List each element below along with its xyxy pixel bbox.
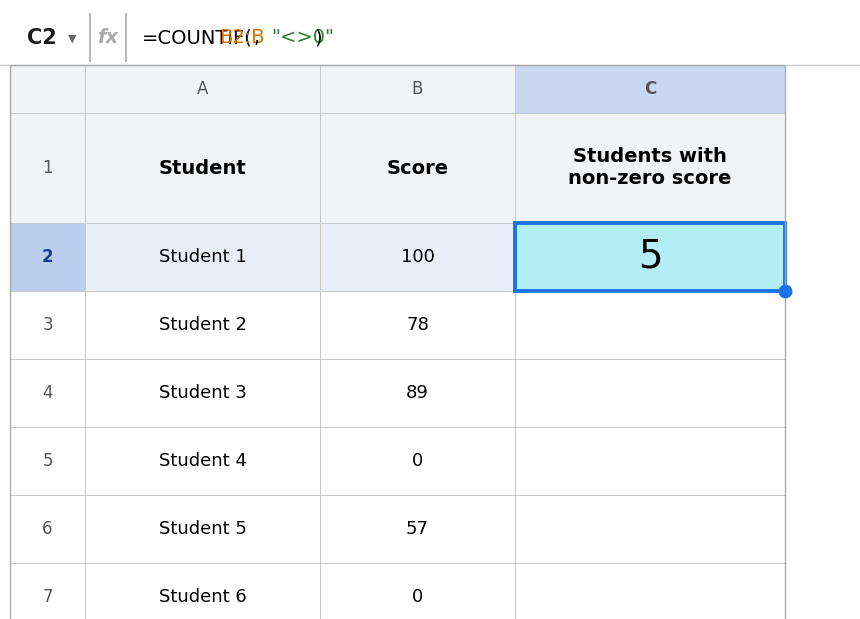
Text: 3: 3 bbox=[42, 316, 52, 334]
Bar bbox=[85, 223, 320, 291]
Bar bbox=[85, 495, 320, 563]
Text: 2: 2 bbox=[41, 248, 53, 266]
Text: Student 2: Student 2 bbox=[158, 316, 247, 334]
Bar bbox=[515, 359, 785, 427]
Text: C: C bbox=[644, 80, 656, 98]
Bar bbox=[515, 427, 785, 495]
Text: C2: C2 bbox=[28, 27, 57, 48]
Text: ): ) bbox=[314, 28, 322, 47]
Bar bbox=[10, 65, 85, 113]
Bar bbox=[320, 359, 515, 427]
Text: 100: 100 bbox=[401, 248, 434, 266]
Bar bbox=[10, 223, 85, 291]
Text: "<>0": "<>0" bbox=[271, 28, 334, 47]
Bar bbox=[320, 113, 515, 223]
Text: ,: , bbox=[254, 28, 267, 47]
Bar bbox=[320, 65, 515, 113]
Text: 5: 5 bbox=[637, 238, 662, 276]
Bar bbox=[320, 223, 515, 291]
Bar bbox=[320, 495, 515, 563]
Bar bbox=[10, 563, 85, 619]
Bar bbox=[10, 495, 85, 563]
Text: fx: fx bbox=[97, 28, 119, 47]
Text: Student 1: Student 1 bbox=[158, 248, 246, 266]
Text: 7: 7 bbox=[42, 588, 52, 606]
Text: Students with
non-zero score: Students with non-zero score bbox=[568, 147, 732, 189]
Bar bbox=[10, 427, 85, 495]
Text: Student: Student bbox=[158, 158, 246, 178]
Bar bbox=[320, 427, 515, 495]
Bar bbox=[320, 563, 515, 619]
Bar bbox=[85, 291, 320, 359]
Text: 89: 89 bbox=[406, 384, 429, 402]
Bar bbox=[10, 113, 85, 223]
Text: ▼: ▼ bbox=[68, 33, 77, 43]
Text: B2:B: B2:B bbox=[219, 28, 265, 47]
Bar bbox=[515, 495, 785, 563]
Text: 0: 0 bbox=[412, 452, 423, 470]
Bar bbox=[85, 359, 320, 427]
Text: Student 5: Student 5 bbox=[158, 520, 247, 538]
Text: 0: 0 bbox=[412, 588, 423, 606]
Text: Student 3: Student 3 bbox=[158, 384, 247, 402]
Text: 1: 1 bbox=[42, 159, 52, 177]
Bar bbox=[515, 65, 785, 113]
Bar bbox=[515, 113, 785, 223]
Text: 6: 6 bbox=[42, 520, 52, 538]
Text: =COUNTIF(: =COUNTIF( bbox=[142, 28, 253, 47]
Bar bbox=[85, 65, 320, 113]
Text: B: B bbox=[412, 80, 423, 98]
Text: 5: 5 bbox=[42, 452, 52, 470]
Bar bbox=[515, 223, 785, 291]
Bar bbox=[85, 113, 320, 223]
Bar bbox=[515, 563, 785, 619]
Text: 78: 78 bbox=[406, 316, 429, 334]
Bar bbox=[320, 291, 515, 359]
Text: Student 4: Student 4 bbox=[158, 452, 247, 470]
Text: 4: 4 bbox=[42, 384, 52, 402]
Text: Student 6: Student 6 bbox=[158, 588, 246, 606]
Bar bbox=[85, 563, 320, 619]
Bar bbox=[10, 291, 85, 359]
Bar bbox=[85, 427, 320, 495]
Bar bbox=[515, 291, 785, 359]
Text: A: A bbox=[197, 80, 208, 98]
Text: Score: Score bbox=[386, 158, 449, 178]
Bar bbox=[10, 359, 85, 427]
Text: 57: 57 bbox=[406, 520, 429, 538]
